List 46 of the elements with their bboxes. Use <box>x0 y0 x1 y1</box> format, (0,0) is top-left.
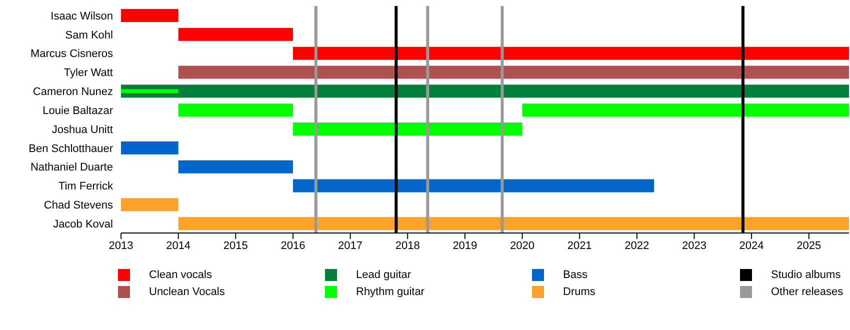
y-tick-label: Marcus Cisneros <box>30 48 114 60</box>
bar <box>178 104 293 117</box>
bar <box>121 198 178 212</box>
x-tick-label: 2021 <box>567 240 592 252</box>
bar <box>178 28 293 41</box>
legend-label: Studio albums <box>771 268 841 280</box>
x-tick-label: 2019 <box>452 240 478 252</box>
y-tick-label: Cameron Nunez <box>32 86 113 98</box>
bar <box>121 9 178 22</box>
bar <box>292 122 522 136</box>
bar <box>522 104 849 117</box>
y-tick-label: Jacob Koval <box>53 218 113 230</box>
x-tick-label: 2014 <box>166 240 191 252</box>
legend-label: Lead guitar <box>356 268 412 280</box>
x-tick-label: 2023 <box>682 240 706 252</box>
x-tick-label: 2025 <box>796 240 822 252</box>
x-tick-label: 2017 <box>338 240 363 252</box>
bar <box>121 141 178 154</box>
legend-label: Other releases <box>771 286 844 298</box>
y-tick-label: Tim Ferrick <box>58 180 114 193</box>
bar <box>292 179 654 192</box>
y-tick-label: Chad Stevens <box>44 200 114 212</box>
x-tick-label: 2022 <box>624 240 650 252</box>
legend-label: Bass <box>563 268 588 280</box>
x-tick-label: 2016 <box>280 240 306 252</box>
bar <box>292 46 849 60</box>
bar <box>178 66 849 79</box>
legend-label: Drums <box>563 286 596 298</box>
y-tick-label: Tyler Watt <box>64 67 113 80</box>
bar <box>178 160 293 174</box>
legend-label: Rhythm guitar <box>356 286 424 298</box>
x-tick-label: 2024 <box>739 240 764 252</box>
legend-label: Unclean Vocals <box>149 286 225 298</box>
y-tick-label: Joshua Unitt <box>52 124 113 136</box>
bar <box>178 217 849 230</box>
y-tick-label: Ben Schlotthauer <box>28 142 114 155</box>
bar <box>121 84 849 98</box>
y-tick-label: Louie Baltazar <box>42 104 114 117</box>
legend-label: Clean vocals <box>149 268 212 280</box>
y-tick-label: Nathaniel Duarte <box>30 162 113 174</box>
x-tick-label: 2015 <box>223 240 248 252</box>
x-tick-label: 2018 <box>395 240 420 252</box>
y-tick-label: Isaac Wilson <box>50 10 113 22</box>
x-tick-label: 2020 <box>510 240 534 252</box>
y-tick-label: Sam Kohl <box>65 29 113 42</box>
x-tick-label: 2013 <box>108 240 134 252</box>
